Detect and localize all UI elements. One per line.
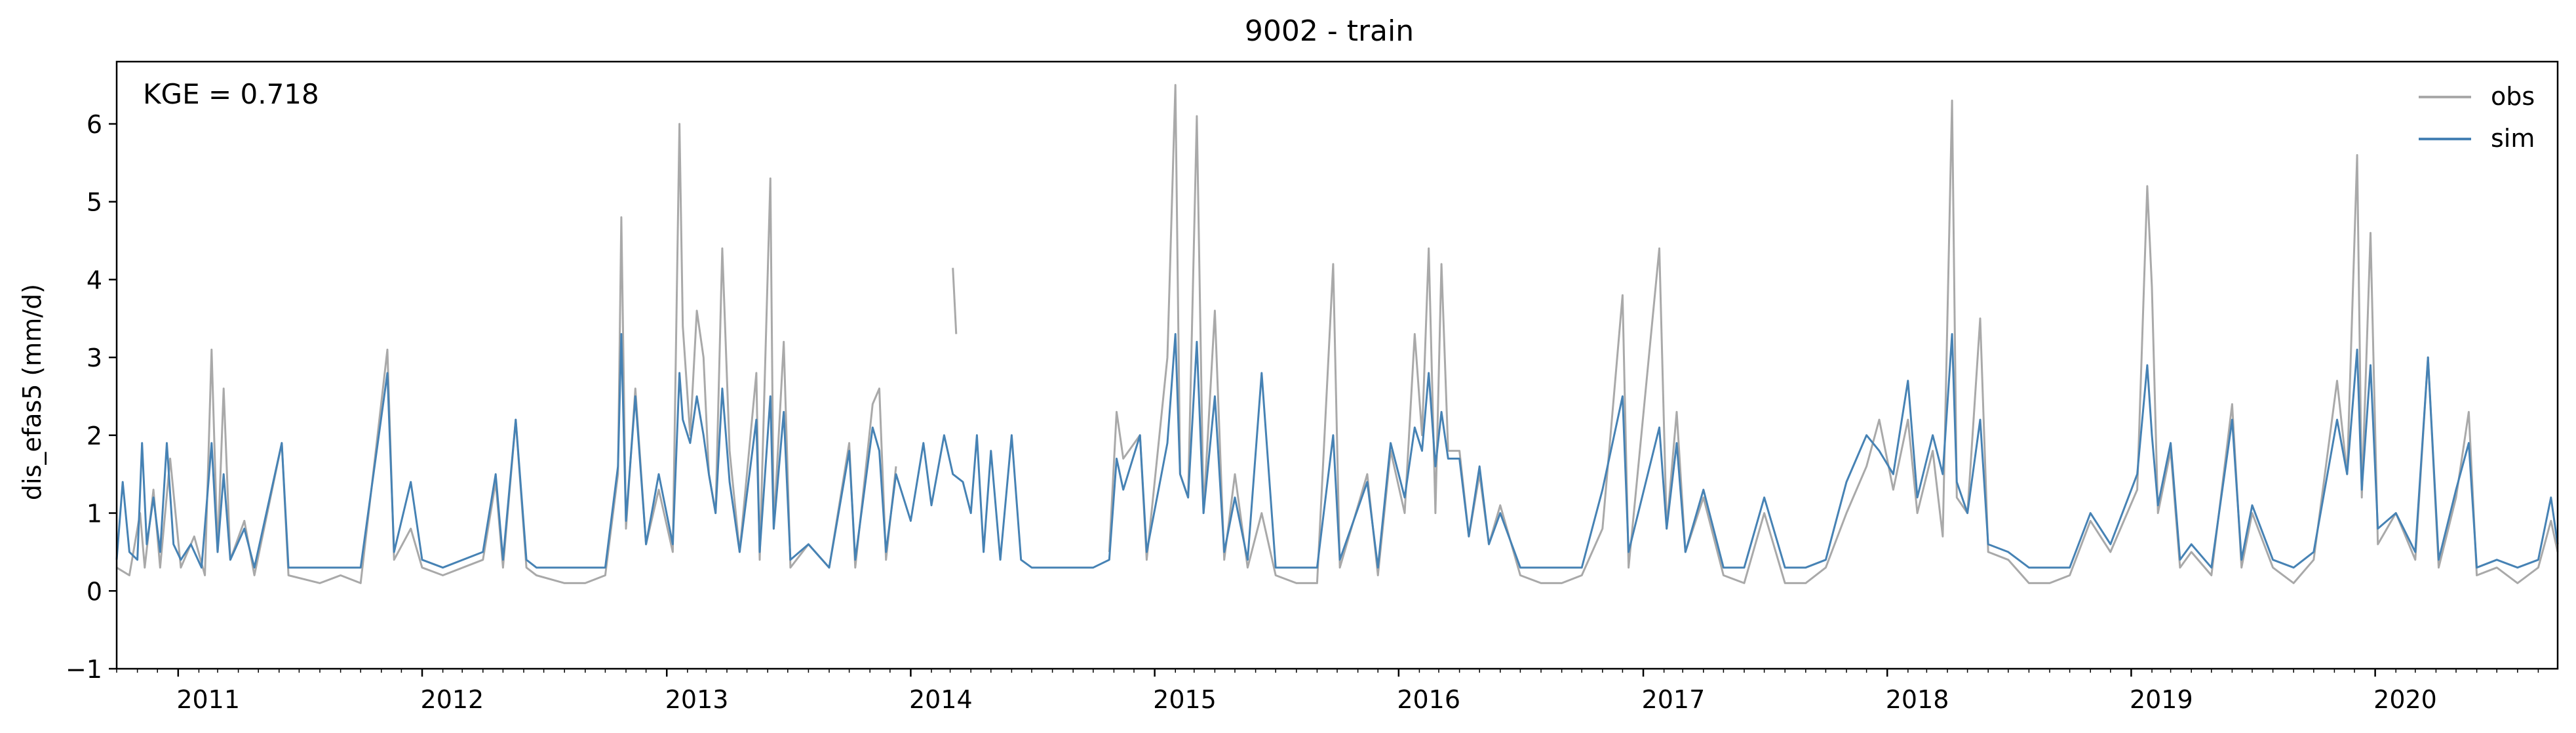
y-tick-label: 1 [87, 500, 102, 528]
series-sim [115, 333, 2559, 569]
y-axis-ticks: −1 0 1 2 3 4 5 6 [66, 110, 117, 684]
x-tick-label: 2013 [665, 685, 729, 714]
x-tick-label: 2011 [176, 685, 240, 714]
x-tick-label: 2019 [2130, 685, 2193, 714]
y-tick-label: 5 [87, 188, 102, 217]
y-tick-label: 3 [87, 344, 102, 372]
y-tick-label: 6 [87, 110, 102, 139]
chart-title: 9002 - train [1245, 14, 1414, 48]
x-tick-label: 2012 [421, 685, 484, 714]
x-tick-label: 2016 [1397, 685, 1460, 714]
legend-sim-label: sim [2491, 124, 2535, 153]
x-tick-label: 2020 [2373, 685, 2437, 714]
y-axis-label: dis_efas5 (mm/d) [18, 284, 47, 500]
x-tick-label: 2015 [1153, 685, 1217, 714]
y-tick-label: −1 [66, 655, 102, 684]
y-tick-label: 4 [87, 266, 102, 294]
y-tick-label: 2 [87, 422, 102, 450]
plot-area [115, 84, 2559, 584]
kge-annotation: KGE = 0.718 [143, 78, 319, 110]
series-sim-line [115, 333, 2559, 569]
legend: obs sim [2419, 82, 2535, 153]
series-obs-line [952, 267, 958, 334]
x-tick-label: 2018 [1886, 685, 1949, 714]
x-tick-label: 2017 [1642, 685, 1706, 714]
series-obs-line [1108, 84, 2559, 584]
legend-obs-label: obs [2491, 82, 2535, 111]
x-tick-label: 2014 [909, 685, 973, 714]
y-tick-label: 0 [87, 577, 102, 606]
x-axis-ticks: 2011 2012 2013 2014 2015 2016 2017 2018 2019 2020 [116, 669, 2539, 714]
plot-frame [115, 60, 2559, 670]
